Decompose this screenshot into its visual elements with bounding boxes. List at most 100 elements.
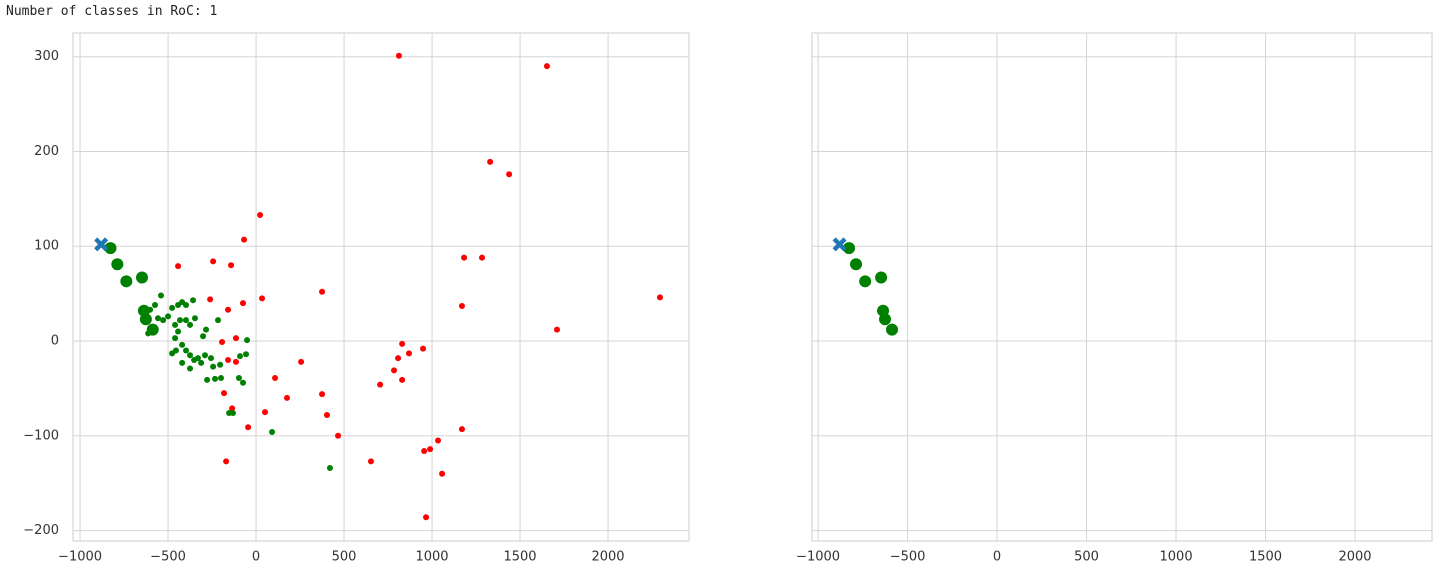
x-tick-label: 1500: [503, 550, 536, 565]
point: [187, 352, 194, 359]
point: [204, 376, 211, 383]
x-tick-label: 2000: [591, 550, 624, 565]
x-marker: [832, 237, 847, 252]
point: [111, 258, 124, 271]
point: [323, 411, 330, 418]
point: [229, 405, 236, 412]
point: [212, 375, 219, 382]
point: [207, 355, 214, 362]
point: [243, 351, 250, 358]
point: [427, 446, 434, 453]
y-tick-label: 0: [51, 334, 59, 349]
point: [182, 302, 189, 309]
point: [420, 345, 427, 352]
point: [190, 297, 197, 304]
point: [461, 254, 468, 261]
x-tick-label: 0: [993, 550, 1001, 565]
point: [175, 328, 182, 335]
y-tick-label: −100: [23, 428, 59, 443]
point: [225, 306, 232, 313]
point: [298, 358, 305, 365]
x-tick-label: 1500: [1249, 550, 1282, 565]
point: [210, 363, 217, 370]
point: [458, 302, 465, 309]
point: [843, 242, 856, 255]
point: [245, 424, 252, 431]
point: [217, 361, 224, 368]
point: [319, 391, 326, 398]
plot-frame: [811, 32, 1433, 542]
point: [215, 317, 222, 324]
point: [165, 313, 172, 320]
point: [272, 374, 279, 381]
plot-frame: [72, 32, 690, 542]
y-tick-label: −200: [23, 523, 59, 538]
point: [210, 258, 217, 265]
point: [850, 258, 863, 271]
point: [135, 271, 148, 284]
point: [160, 317, 167, 324]
point: [458, 426, 465, 433]
point: [479, 254, 486, 261]
point: [191, 315, 198, 322]
point: [229, 410, 236, 417]
point: [240, 300, 247, 307]
point: [244, 337, 251, 344]
point: [399, 340, 406, 347]
x-tick-label: 500: [1074, 550, 1099, 565]
point: [182, 347, 189, 354]
point: [200, 333, 207, 340]
point: [235, 374, 242, 381]
point: [146, 323, 159, 336]
point: [104, 242, 117, 255]
y-tick-label: 300: [34, 49, 59, 64]
point: [221, 390, 228, 397]
point: [435, 437, 442, 444]
x-tick-label: −1000: [796, 550, 840, 565]
point: [177, 317, 184, 324]
point: [169, 304, 176, 311]
point: [158, 292, 164, 299]
point: [202, 352, 208, 359]
point: [182, 317, 189, 324]
x-tick-label: −500: [150, 550, 186, 565]
point: [237, 353, 244, 360]
point: [120, 275, 133, 288]
point: [335, 432, 342, 439]
output-text: Number of classes in RoC: 1: [6, 4, 218, 19]
point: [879, 313, 892, 326]
x-tick-label: 500: [332, 550, 357, 565]
point: [377, 381, 384, 388]
point: [284, 394, 291, 401]
point: [886, 323, 899, 336]
point: [218, 374, 225, 381]
point: [175, 263, 182, 270]
point: [506, 171, 513, 178]
point: [421, 447, 428, 454]
point: [543, 63, 550, 70]
point: [391, 367, 398, 374]
point: [187, 365, 194, 372]
point: [319, 288, 326, 295]
point: [232, 358, 239, 365]
point: [241, 236, 248, 243]
point: [179, 359, 186, 366]
point: [179, 341, 186, 348]
point: [859, 275, 872, 288]
point: [399, 376, 406, 383]
x-marker: [94, 237, 109, 252]
point: [656, 294, 663, 301]
x-tick-label: 1000: [1160, 550, 1193, 565]
point: [487, 158, 494, 165]
x-tick-label: 1000: [415, 550, 448, 565]
x-tick-label: 0: [252, 550, 260, 565]
point: [875, 271, 888, 284]
x-tick-label: −1000: [58, 550, 102, 565]
point: [405, 350, 412, 357]
point: [232, 335, 239, 342]
point: [228, 262, 235, 269]
point: [172, 321, 179, 328]
point: [155, 315, 162, 322]
